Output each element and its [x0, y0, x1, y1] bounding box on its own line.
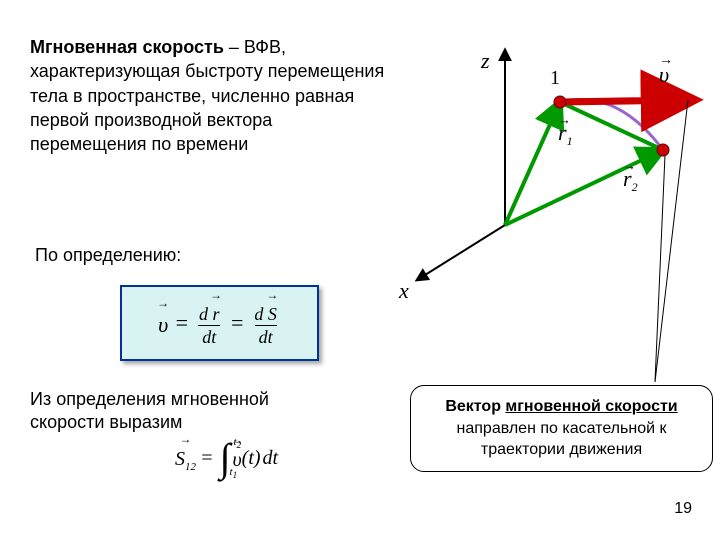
integral-upsilon: υ — [232, 445, 241, 472]
chord-p1p2 — [560, 102, 663, 150]
velocity-vector — [560, 100, 688, 102]
upsilon-label: υ — [659, 62, 669, 87]
r1-vector — [505, 102, 560, 225]
from-definition-text: Из определения мгновенной скорости выраз… — [30, 388, 330, 435]
vector-diagram: z x 1 → υ → r1 → r2 — [395, 30, 705, 280]
title-bold: Мгновенная скорость — [30, 37, 224, 57]
x-axis-label: x — [398, 278, 409, 303]
integral-formula: S12 = ∫ t2 t1 υ(t) dt — [175, 442, 278, 474]
main-formula-box: υ = d r dt = d S dt — [120, 285, 319, 361]
point-1-label: 1 — [550, 67, 560, 89]
integral-S: S12 — [175, 444, 196, 473]
r2-vector — [505, 150, 663, 225]
point-2 — [657, 144, 669, 156]
title-paragraph: Мгновенная скорость – ВФВ, характеризующ… — [30, 35, 390, 156]
formula-first-frac: d r dt — [195, 301, 224, 346]
callout-bold-1: Вектор — [445, 398, 505, 415]
callout-box: Вектор мгновенной скорости направлен по … — [410, 385, 713, 472]
page-number: 19 — [674, 500, 692, 518]
formula-lhs-upsilon: υ — [158, 308, 168, 338]
integral-sign: ∫ t2 t1 — [220, 442, 231, 474]
callout-line-2 — [655, 100, 688, 382]
point-1 — [554, 96, 566, 108]
z-axis-label: z — [480, 48, 490, 73]
callout-line-1 — [655, 155, 665, 382]
callout-bold-underline: мгновенной скорости — [505, 398, 677, 415]
x-axis — [417, 225, 505, 280]
formula-second-frac: d S dt — [250, 301, 281, 346]
main-formula: υ = d r dt = d S dt — [158, 301, 281, 346]
definition-label: По определению: — [35, 245, 181, 266]
callout-rest: направлен по касательной к траектории дв… — [457, 420, 667, 459]
